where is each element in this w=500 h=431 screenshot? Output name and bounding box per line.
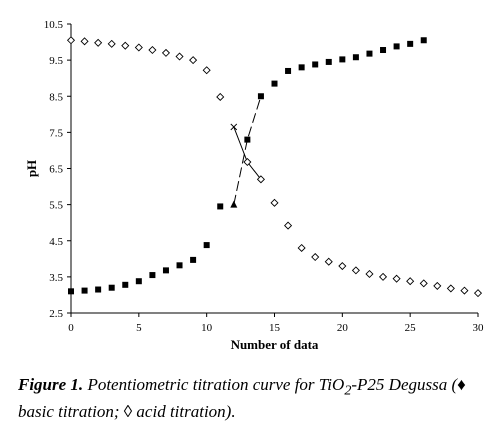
- acid-titration-point: [121, 41, 130, 50]
- basic-titration-point: [162, 267, 169, 274]
- acid-titration-point: [80, 37, 89, 46]
- acid-titration-point: [460, 286, 469, 295]
- data-marks: [66, 36, 483, 298]
- basic-titration-point: [149, 272, 156, 279]
- y-tick-label: 8.5: [49, 91, 63, 103]
- triangle-marker: [230, 200, 238, 208]
- acid-titration-point: [148, 45, 157, 55]
- y-axis-title: pH: [24, 160, 39, 177]
- crossing-line: [233, 126, 262, 180]
- y-tick-label: 3.5: [49, 272, 63, 284]
- x-tick-label: 5: [136, 322, 142, 334]
- y-tick-label: 2.5: [49, 308, 63, 320]
- figure-caption: Figure 1. Potentiometric titration curve…: [18, 374, 488, 423]
- acid-titration-point: [107, 39, 116, 48]
- x-tick-label: 25: [405, 322, 417, 334]
- basic-titration-point: [217, 203, 224, 210]
- acid-titration-point: [365, 269, 374, 279]
- y-tick-label: 9.5: [49, 55, 63, 67]
- crossing-lines: [230, 96, 262, 208]
- acid-titration-point: [270, 198, 279, 207]
- acid-titration-point: [378, 272, 388, 281]
- basic-titration-point: [298, 64, 305, 71]
- acid-titration-point: [202, 66, 211, 75]
- acid-titration-point: [161, 48, 171, 57]
- x-marker: [230, 123, 238, 131]
- acid-titration-point: [392, 274, 401, 283]
- acid-titration-point: [243, 157, 252, 167]
- y-tick-label: 6.5: [49, 164, 63, 176]
- acid-titration-point: [284, 221, 293, 230]
- acid-titration-point: [297, 243, 306, 253]
- basic-titration-point: [135, 278, 142, 285]
- y-tick-label: 5.5: [49, 200, 63, 212]
- crossing-line: [233, 96, 262, 205]
- acid-titration-point: [256, 175, 265, 184]
- acid-titration-point: [311, 252, 320, 262]
- basic-titration-point: [95, 286, 102, 293]
- basic-titration-point: [244, 136, 251, 143]
- basic-titration-point: [176, 262, 183, 269]
- x-tick-label: 30: [473, 322, 485, 334]
- basic-titration-point: [325, 58, 332, 65]
- x-tick-label: 15: [269, 322, 281, 334]
- x-tick-label: 20: [337, 322, 349, 334]
- basic-titration-point: [312, 61, 319, 68]
- acid-titration-point: [473, 289, 483, 298]
- basic-titration-point: [122, 281, 129, 288]
- acid-titration-point: [338, 262, 347, 271]
- caption-subscript: 2: [344, 382, 352, 399]
- caption-text-2: -P25 Degussa (♦ basic titration; ◊ acid …: [18, 375, 466, 422]
- y-tick-label: 4.5: [49, 236, 63, 248]
- basic-titration-point: [380, 47, 387, 54]
- basic-titration-point: [420, 37, 427, 44]
- acid-titration-point: [175, 52, 184, 61]
- y-tick-label: 10.5: [44, 19, 64, 31]
- basic-titration-point: [271, 80, 278, 87]
- acid-titration-point: [189, 56, 198, 65]
- acid-titration-point: [134, 43, 143, 52]
- caption-lead: Figure 1.: [18, 375, 84, 394]
- x-tick-label: 0: [68, 322, 74, 334]
- axes: 2.5 3.5 4.5 5.5 6.5 7.5 8.5 9.5 10.5 0 5 10 15 20 25 30: [44, 19, 484, 334]
- acid-titration-point: [66, 36, 76, 45]
- acid-titration-point: [324, 257, 333, 266]
- basic-titration-point: [407, 40, 414, 47]
- basic-titration-point: [352, 54, 359, 61]
- acid-titration-point: [419, 279, 428, 288]
- basic-titration-point: [285, 67, 292, 74]
- basic-titration-point: [393, 43, 400, 50]
- caption-text-1: Potentiometric titration curve for TiO: [83, 375, 345, 394]
- basic-titration-point: [339, 56, 346, 63]
- basic-titration-point: [203, 242, 210, 249]
- basic-titration-point: [68, 288, 74, 295]
- acid-titration-point: [446, 284, 455, 293]
- basic-titration-point: [190, 256, 197, 263]
- basic-titration-point: [81, 287, 88, 294]
- acid-titration-point: [216, 92, 225, 102]
- acid-titration-point: [406, 277, 415, 286]
- basic-titration-point: [366, 50, 373, 57]
- axis-labels: Number of data pH: [24, 160, 319, 352]
- y-tick-label: 7.5: [49, 127, 63, 139]
- acid-titration-point: [351, 266, 360, 275]
- basic-titration-point: [257, 93, 264, 100]
- titration-chart: 2.5 3.5 4.5 5.5 6.5 7.5 8.5 9.5 10.5 0 5 10 15 20 25 30…: [24, 19, 484, 352]
- x-axis-title: Number of data: [231, 337, 319, 352]
- x-tick-label: 10: [201, 322, 213, 334]
- acid-titration-point: [433, 281, 442, 290]
- basic-titration-point: [108, 284, 115, 291]
- acid-titration-point: [94, 38, 103, 47]
